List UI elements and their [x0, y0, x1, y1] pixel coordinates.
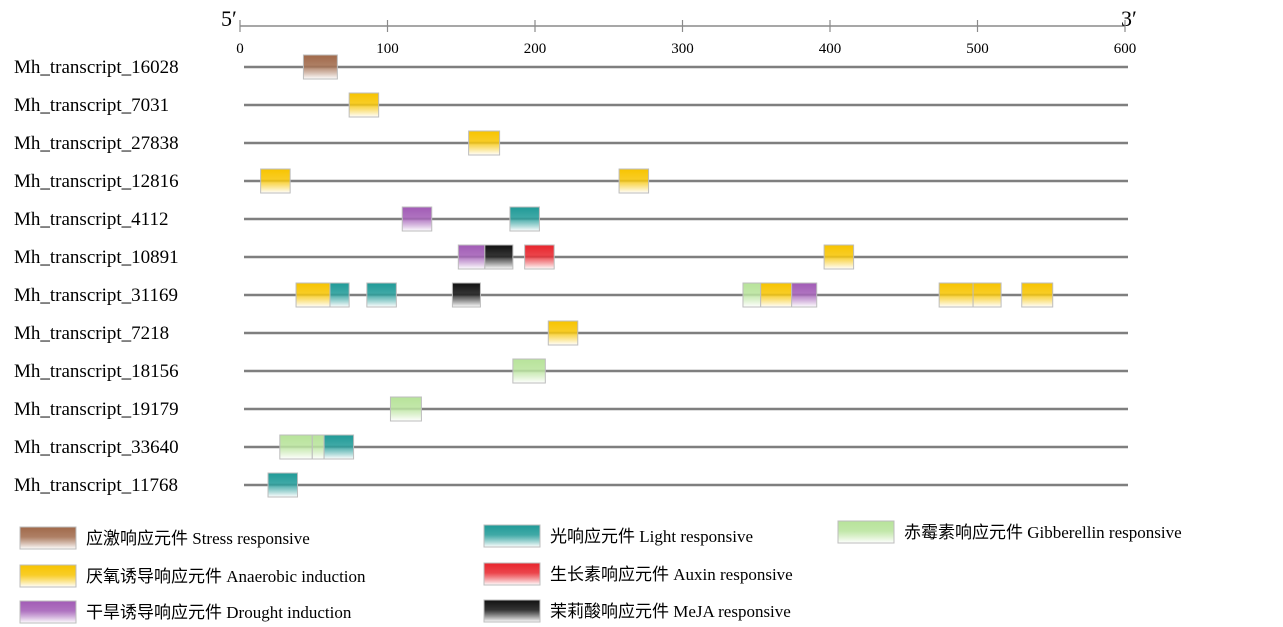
- transcript-label: Mh_transcript_4112: [14, 209, 168, 230]
- legend-item-gibberellin: 赤霉素响应元件 Gibberellin responsive: [837, 520, 1182, 544]
- cis-element-gibberellin: [311, 434, 325, 460]
- transcript-label: Mh_transcript_19179: [14, 399, 179, 420]
- transcript-label: Mh_transcript_31169: [14, 285, 178, 306]
- legend-label: 厌氧诱导响应元件 Anaerobic induction: [86, 567, 366, 586]
- transcript-label: Mh_transcript_7218: [14, 323, 169, 344]
- cis-element-stress: [302, 54, 338, 80]
- cis-element-light: [329, 282, 350, 308]
- cis-element-light: [267, 472, 299, 498]
- cis-element-drought: [401, 206, 433, 232]
- cis-element-anaerobic: [760, 282, 793, 308]
- transcript-label: Mh_transcript_18156: [14, 361, 179, 382]
- cis-element-anaerobic: [295, 282, 331, 308]
- cis-element-anaerobic: [823, 244, 855, 270]
- legend-label: 光响应元件 Light responsive: [550, 527, 753, 546]
- transcript-row: Mh_transcript_31169: [14, 282, 1128, 308]
- transcript-label: Mh_transcript_27838: [14, 133, 179, 154]
- transcript-row: Mh_transcript_11768: [14, 472, 1128, 498]
- axis-tick-label: 400: [819, 41, 842, 57]
- cis-element-anaerobic: [468, 130, 501, 156]
- legend-swatch: [483, 524, 541, 548]
- transcript-row: Mh_transcript_4112: [14, 206, 1128, 232]
- cis-element-anaerobic: [618, 168, 650, 194]
- legend-swatch: [19, 600, 77, 624]
- legend-swatch: [483, 599, 541, 623]
- legend-label: 茉莉酸响应元件 MeJA responsive: [550, 602, 791, 621]
- cis-element-drought: [457, 244, 486, 270]
- axis-tick-label: 600: [1114, 41, 1137, 57]
- cis-element-anaerobic: [547, 320, 579, 346]
- legend-label: 干旱诱导响应元件 Drought induction: [86, 603, 352, 622]
- cis-element-gibberellin: [389, 396, 422, 422]
- legend-item-light: 光响应元件 Light responsive: [483, 524, 753, 548]
- legend-swatch: [19, 564, 77, 588]
- transcript-row: Mh_transcript_12816: [14, 168, 1128, 194]
- transcript-label: Mh_transcript_11768: [14, 475, 178, 496]
- axis-end-label: 3′: [1121, 6, 1137, 31]
- legend-label: 生长素响应元件 Auxin responsive: [550, 565, 793, 584]
- transcript-label: Mh_transcript_16028: [14, 57, 179, 78]
- transcript-label: Mh_transcript_33640: [14, 437, 179, 458]
- axis-tick-label: 100: [376, 41, 399, 57]
- legend-item-stress: 应激响应元件 Stress responsive: [19, 526, 310, 550]
- position-axis: 5′ 3′ 0 100 200 300 400 500 600: [221, 6, 1137, 57]
- transcript-rows: Mh_transcript_16028 Mh_transcript_7031 Mh_…: [14, 54, 1128, 498]
- axis-start-label: 5′: [221, 6, 237, 31]
- cis-element-anaerobic: [348, 92, 380, 118]
- cis-element-gibberellin: [512, 358, 546, 384]
- transcript-row: Mh_transcript_27838: [14, 130, 1128, 156]
- transcript-row: Mh_transcript_33640: [14, 434, 1128, 460]
- cis-element-anaerobic: [1021, 282, 1054, 308]
- legend-label: 赤霉素响应元件 Gibberellin responsive: [904, 523, 1182, 542]
- cis-element-anaerobic: [938, 282, 974, 308]
- cis-element-light: [323, 434, 355, 460]
- transcript-label: Mh_transcript_7031: [14, 95, 169, 116]
- cis-element-light: [366, 282, 397, 308]
- cis-element-drought: [791, 282, 818, 308]
- legend-item-anaerobic: 厌氧诱导响应元件 Anaerobic induction: [19, 564, 366, 588]
- transcript-label: Mh_transcript_10891: [14, 247, 179, 268]
- cis-element-auxin: [524, 244, 555, 270]
- legend-label: 应激响应元件 Stress responsive: [86, 529, 310, 548]
- axis-tick-label: 200: [524, 41, 547, 57]
- axis-tick-label: 300: [671, 41, 694, 57]
- legend: 应激响应元件 Stress responsive 光响应元件 Light resp…: [19, 520, 1182, 624]
- cis-element-gibberellin: [279, 434, 313, 460]
- transcript-row: Mh_transcript_7218: [14, 320, 1128, 346]
- transcript-row: Mh_transcript_7031: [14, 92, 1128, 118]
- cis-element-anaerobic: [260, 168, 291, 194]
- legend-item-auxin: 生长素响应元件 Auxin responsive: [483, 562, 793, 586]
- transcript-row: Mh_transcript_18156: [14, 358, 1128, 384]
- axis-tick-label: 500: [966, 41, 989, 57]
- transcript-row: Mh_transcript_16028: [14, 54, 1128, 80]
- transcript-row: Mh_transcript_19179: [14, 396, 1128, 422]
- cis-element-light: [509, 206, 540, 232]
- cis-element-meja: [451, 282, 481, 308]
- legend-item-drought: 干旱诱导响应元件 Drought induction: [19, 600, 352, 624]
- cis-element-anaerobic: [972, 282, 1002, 308]
- cis-element-gibberellin: [742, 282, 762, 308]
- legend-item-meja: 茉莉酸响应元件 MeJA responsive: [483, 599, 791, 623]
- legend-swatch: [483, 562, 541, 586]
- legend-swatch: [19, 526, 77, 550]
- axis-tick-label: 0: [236, 41, 244, 57]
- transcript-label: Mh_transcript_12816: [14, 171, 179, 192]
- cis-element-meja: [484, 244, 514, 270]
- legend-swatch: [837, 520, 895, 544]
- transcript-row: Mh_transcript_10891: [14, 244, 1128, 270]
